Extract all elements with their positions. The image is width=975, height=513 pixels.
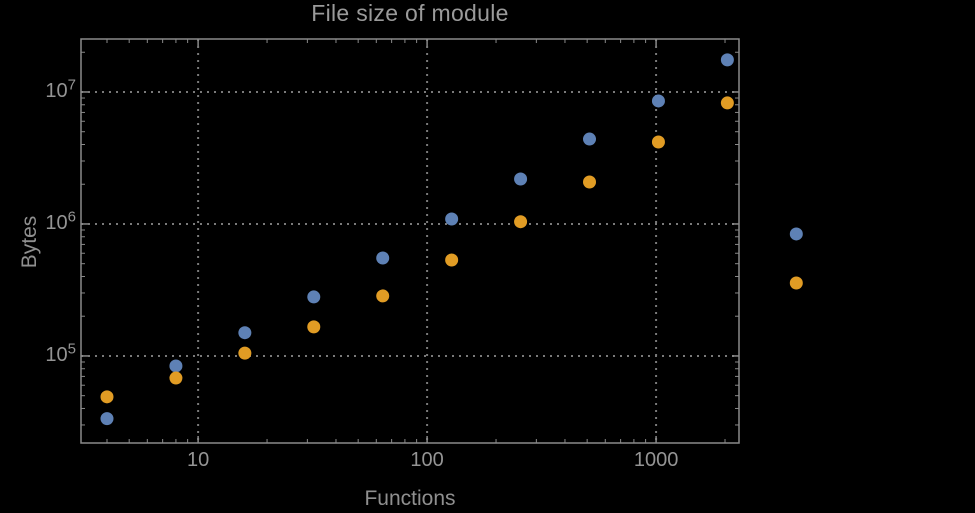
data-point-blue-series [651,94,665,108]
data-point-blue-series [514,172,528,186]
data-point-orange-series [789,276,803,290]
x-tick-label: 10 [186,449,210,471]
data-point-orange-series [307,320,321,334]
data-point-orange-series [376,289,390,303]
y-tick-label: 107 [45,76,76,102]
data-point-blue-series [445,212,459,226]
chart-title: File size of module [311,0,509,26]
data-point-blue-series [238,326,252,340]
data-point-blue-series [376,251,390,265]
data-point-orange-series [445,253,459,267]
y-tick-label: 106 [45,208,76,234]
x-axis-label: Functions [364,487,456,510]
y-tick-label: 105 [45,340,76,366]
data-point-orange-series [100,390,114,404]
data-point-blue-series [583,132,597,146]
data-point-orange-series [583,175,597,189]
data-point-orange-series [720,96,734,110]
data-point-blue-series [789,227,803,241]
data-point-orange-series [651,135,665,149]
data-point-blue-series [720,53,734,67]
data-point-blue-series [100,412,114,426]
data-point-blue-series [169,359,183,373]
data-point-blue-series [307,290,321,304]
x-tick-label: 100 [410,449,444,471]
x-tick-label: 1000 [633,449,679,471]
data-point-orange-series [238,346,252,360]
data-point-orange-series [514,215,528,229]
data-point-orange-series [169,371,183,385]
plot-frame [80,38,740,444]
